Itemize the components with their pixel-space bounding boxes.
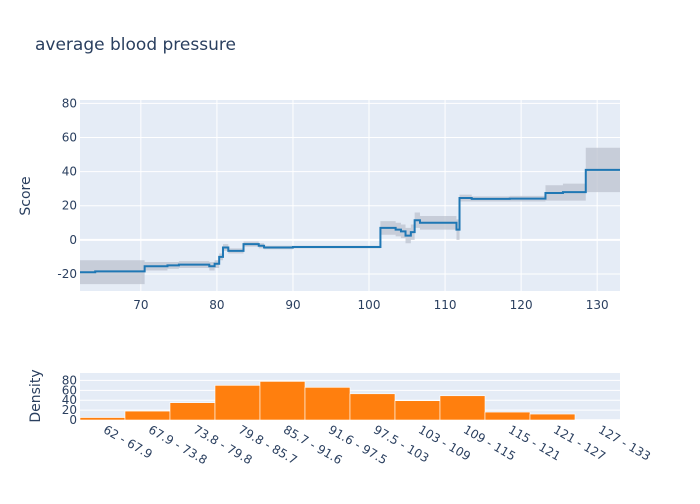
density-bar [215,385,260,420]
density-y-tick-label: 80 [62,373,77,387]
density-bar [125,411,170,420]
score-x-tick-label: 80 [209,298,224,312]
score-y-tick-label: 20 [62,199,77,213]
density-bar [395,401,440,420]
score-y-tick-label: 60 [62,131,77,145]
density-bar [80,418,125,420]
density-bar [350,394,395,420]
score-y-tick-label: 80 [62,96,77,110]
score-panel: 70 80 90 100 110 120 130 -20 0 20 40 60 80 Score [18,96,620,312]
density-x-tick-label: 62 - 67.9 [101,422,155,461]
score-y-ticks: -20 0 20 40 60 80 [57,96,77,281]
score-y-tick-label: 0 [69,233,77,247]
score-x-tick-label: 90 [285,298,300,312]
score-x-tick-label: 110 [434,298,457,312]
score-y-tick-label: -20 [57,267,77,281]
score-x-tick-label: 100 [358,298,381,312]
chart-title: average blood pressure [35,35,236,55]
density-bar [440,396,485,420]
score-x-tick-label: 120 [510,298,533,312]
score-x-tick-label: 130 [586,298,609,312]
score-x-ticks: 70 80 90 100 110 120 130 [133,298,608,312]
score-x-tick-label: 70 [133,298,148,312]
density-axis-label: Density [28,369,44,422]
density-bar [170,403,215,420]
density-bar [530,414,575,420]
score-y-tick-label: 40 [62,165,77,179]
density-bar [305,387,350,420]
density-bar [260,381,305,420]
density-x-ticks: 62 - 67.967.9 - 73.873.8 - 79.879.8 - 85… [101,422,653,467]
score-axis-label: Score [18,176,34,215]
density-bar [485,412,530,420]
